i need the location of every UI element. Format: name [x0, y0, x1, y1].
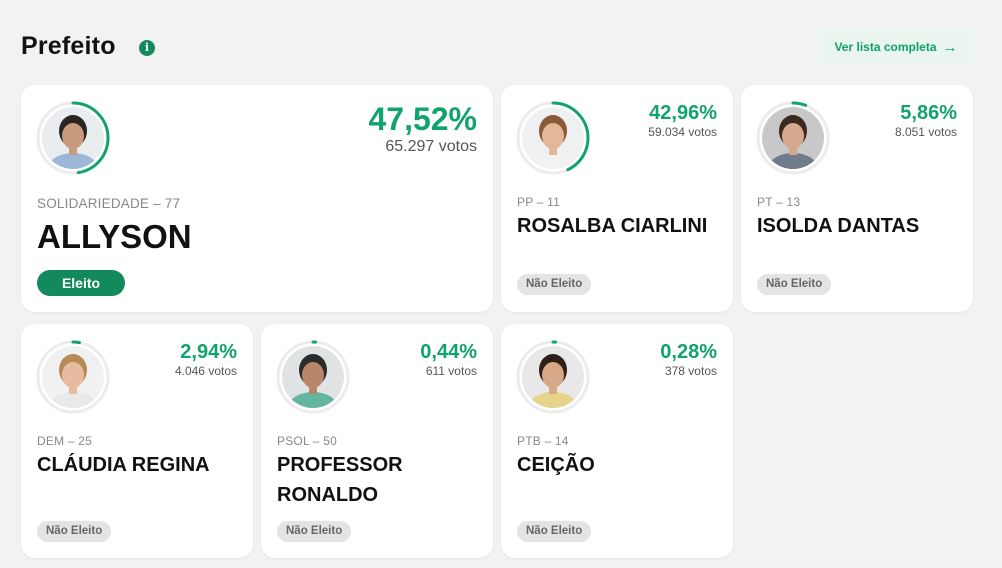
- vote-share-arc: [36, 340, 110, 414]
- candidate-card-winner[interactable]: 47,52% 65.297 votos SOLIDARIEDADE – 77 A…: [21, 85, 493, 312]
- candidate-name: CEIÇÃO: [517, 454, 595, 476]
- avatar: [35, 339, 111, 415]
- status-badge: Não Eleito: [277, 521, 352, 542]
- candidate-card[interactable]: 0,44% 611 votos PSOL – 50 PROFESSOR RONA…: [261, 324, 493, 558]
- status-badge: Eleito: [37, 270, 125, 296]
- candidate-card[interactable]: 2,94% 4.046 votos DEM – 25 CLÁUDIA REGIN…: [21, 324, 253, 558]
- vote-share-arc: [756, 101, 830, 175]
- party-label: SOLIDARIEDADE – 77: [37, 196, 181, 211]
- status-badge: Não Eleito: [37, 521, 112, 542]
- avatar: [275, 339, 351, 415]
- candidate-photo: [522, 107, 584, 169]
- vote-share-ring: [36, 340, 110, 414]
- vote-percentage: 5,86%: [900, 102, 957, 124]
- vote-share-ring: [516, 101, 590, 175]
- vote-percentage: 0,44%: [420, 341, 477, 363]
- view-full-list-button[interactable]: Ver lista completa →: [819, 29, 973, 65]
- status-badge: Não Eleito: [517, 274, 592, 295]
- candidate-photo: [42, 346, 104, 408]
- party-label: DEM – 25: [37, 434, 92, 448]
- vote-share-ring: [276, 340, 350, 414]
- candidate-photo: [42, 107, 104, 169]
- vote-percentage: 42,96%: [649, 102, 717, 124]
- party-label: PP – 11: [517, 195, 560, 209]
- vote-count: 8.051 votos: [894, 125, 957, 139]
- party-label: PTB – 14: [517, 434, 569, 448]
- vote-count: 378 votos: [664, 364, 717, 378]
- status-badge: Não Eleito: [517, 521, 592, 542]
- arrow-right-icon: →: [942, 38, 958, 56]
- avatar: [515, 339, 591, 415]
- avatar: [515, 100, 591, 176]
- vote-share-arc: [276, 340, 350, 414]
- vote-percentage: 2,94%: [180, 341, 237, 363]
- vote-share-arc: [36, 101, 110, 175]
- vote-count: 611 votos: [425, 364, 477, 378]
- candidate-photo: [522, 346, 584, 408]
- status-badge: Não Eleito: [757, 274, 832, 295]
- candidate-card[interactable]: 42,96% 59.034 votos PP – 11 ROSALBA CIAR…: [501, 85, 733, 312]
- view-full-list-label: Ver lista completa: [834, 40, 937, 54]
- candidate-name: ISOLDA DANTAS: [757, 215, 920, 237]
- vote-count: 65.297 votos: [385, 138, 477, 155]
- vote-share-ring: [756, 101, 830, 175]
- vote-count: 4.046 votos: [174, 364, 237, 378]
- candidate-card[interactable]: 5,86% 8.051 votos PT – 13 ISOLDA DANTAS …: [741, 85, 973, 312]
- section-header: Prefeito i Ver lista completa →: [21, 28, 973, 68]
- vote-percentage: 47,52%: [368, 101, 477, 137]
- candidate-name: CLÁUDIA REGINA: [37, 454, 210, 476]
- vote-share-ring: [516, 340, 590, 414]
- party-label: PT – 13: [757, 195, 801, 209]
- candidate-card[interactable]: 0,28% 378 votos PTB – 14 CEIÇÃO Não Elei…: [501, 324, 733, 558]
- candidate-photo: [282, 346, 344, 408]
- vote-percentage: 0,28%: [660, 341, 717, 363]
- vote-share-arc: [516, 101, 590, 175]
- page-title: Prefeito: [21, 32, 116, 60]
- vote-share-arc: [516, 340, 590, 414]
- candidate-name: PROFESSOR RONALDO: [277, 454, 403, 506]
- candidate-name: ALLYSON: [37, 218, 192, 255]
- vote-share-ring: [36, 101, 110, 175]
- candidate-photo: [762, 107, 824, 169]
- avatar: [755, 100, 831, 176]
- vote-count: 59.034 votos: [648, 125, 717, 139]
- candidate-name: ROSALBA CIARLINI: [517, 215, 708, 237]
- info-icon[interactable]: i: [139, 40, 155, 56]
- party-label: PSOL – 50: [277, 434, 338, 448]
- avatar: [35, 100, 111, 176]
